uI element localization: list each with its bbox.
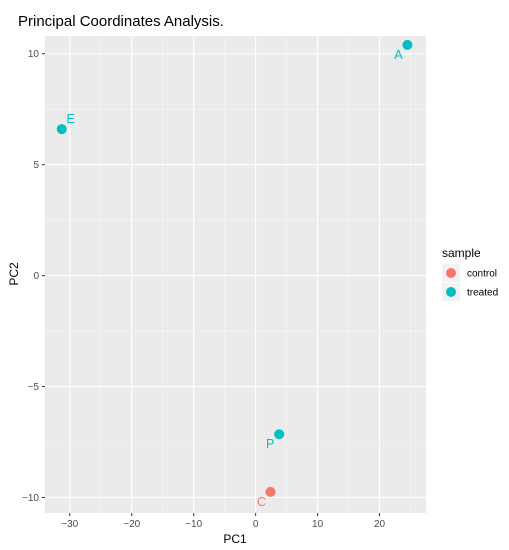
point-labels: A E P C bbox=[67, 48, 404, 509]
x-tick-label: 10 bbox=[312, 519, 324, 530]
y-tick-label: 0 bbox=[33, 271, 39, 282]
legend-key-control bbox=[446, 268, 456, 278]
y-axis-ticks: −10 −5 0 5 10 bbox=[22, 49, 45, 504]
grid-lines bbox=[45, 36, 426, 513]
point-C bbox=[265, 486, 276, 497]
legend-label-treated: treated bbox=[467, 288, 498, 299]
point-label-C: C bbox=[257, 495, 266, 509]
y-tick-label: −5 bbox=[28, 382, 40, 393]
data-points bbox=[56, 39, 413, 497]
x-tick-label: −30 bbox=[61, 519, 78, 530]
legend: sample control treated bbox=[442, 246, 498, 301]
x-tick-label: −10 bbox=[185, 519, 202, 530]
y-tick-label: 5 bbox=[33, 160, 39, 171]
point-label-P: P bbox=[266, 437, 274, 451]
legend-title: sample bbox=[442, 246, 481, 260]
point-P bbox=[274, 429, 285, 440]
y-tick-label: 10 bbox=[28, 49, 40, 60]
legend-key-treated bbox=[446, 287, 456, 297]
point-E bbox=[56, 124, 67, 135]
y-axis-title: PC2 bbox=[7, 262, 21, 286]
y-tick-label: −10 bbox=[22, 493, 39, 504]
point-label-E: E bbox=[67, 112, 75, 126]
plot-panel bbox=[45, 36, 426, 513]
chart-title: Principal Coordinates Analysis. bbox=[18, 13, 224, 30]
point-A bbox=[402, 39, 413, 50]
x-axis-ticks: −30 −20 −10 0 10 20 bbox=[61, 513, 386, 530]
point-label-A: A bbox=[394, 48, 403, 62]
x-axis-title: PC1 bbox=[223, 532, 247, 546]
x-tick-label: −20 bbox=[123, 519, 140, 530]
legend-label-control: control bbox=[467, 269, 497, 280]
x-tick-label: 20 bbox=[374, 519, 386, 530]
legend-entries: control treated bbox=[442, 264, 498, 301]
x-tick-label: 0 bbox=[253, 519, 259, 530]
